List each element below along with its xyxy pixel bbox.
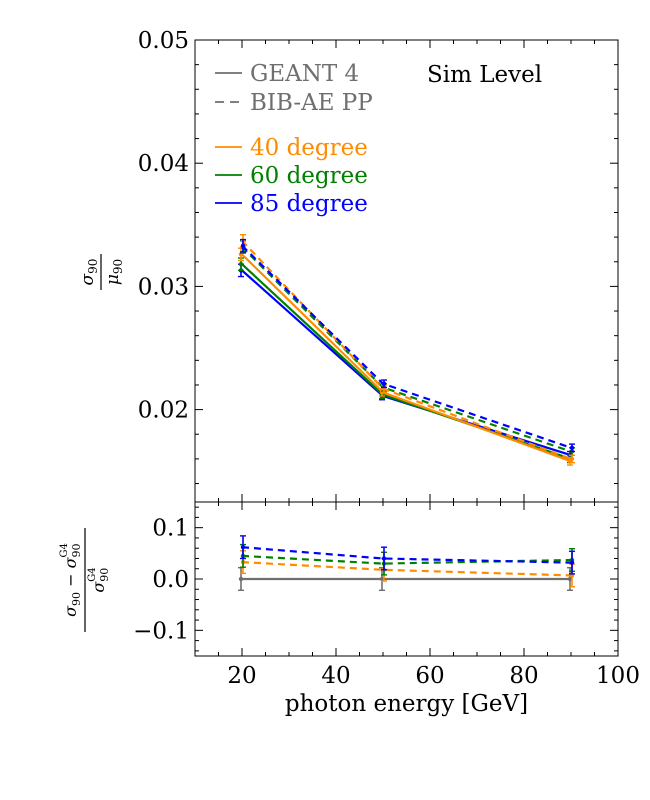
ratio-y-tick-label: 0.0 [152, 567, 189, 593]
svg-text:σ90 − σ90G4: σ90 − σ90G4 [59, 543, 83, 617]
ratio-panel: −0.1 0.0 0.1 20 40 60 80 100 photon energy [GeV] [133, 501, 640, 717]
x-tick-label: 20 [227, 663, 256, 689]
main-data-point [569, 456, 575, 462]
main-data-point [240, 243, 246, 248]
x-tick-label: 100 [596, 663, 640, 689]
main-data-point [381, 381, 387, 386]
ratio-y-tick-label: 0.1 [152, 516, 189, 542]
svg-text:σ90: σ90 [78, 259, 100, 286]
x-tick-label: 60 [415, 663, 444, 689]
ratio-data-point [379, 576, 385, 582]
ratio-data-point [569, 560, 575, 565]
legend-style-label: GEANT 4 [250, 61, 359, 87]
x-tick-label: 80 [509, 663, 538, 689]
main-y-tick-label: 0.02 [138, 398, 189, 424]
main-series-line-5 [241, 244, 572, 449]
x-axis-label: photon energy [GeV] [285, 691, 528, 717]
main-series-line-2 [241, 253, 572, 463]
ratio-data-point [381, 556, 387, 561]
x-tick-label: 40 [321, 663, 350, 689]
ratio-y-axis-label: σ90 − σ90G4 σ90G4 [59, 528, 111, 632]
main-data-point [569, 445, 575, 450]
main-series-line-3 [241, 246, 572, 453]
sim-level-annotation: Sim Level [427, 62, 542, 88]
main-series-line-0 [241, 269, 572, 457]
main-data-point [238, 262, 244, 267]
legend-angle-label: 85 degree [250, 191, 368, 217]
main-panel: 0.02 0.03 0.04 0.05 GEANT 4 BIB-AE PP 40 degre… [138, 28, 619, 503]
main-y-tick-label: 0.04 [138, 151, 189, 177]
ratio-data-point [567, 576, 573, 582]
ratio-data-point [240, 544, 246, 550]
legend-angle-label: 60 degree [250, 163, 368, 189]
main-series-line-4 [241, 240, 572, 460]
main-y-tick-label: 0.05 [138, 28, 189, 54]
legend-angle-label: 40 degree [250, 135, 368, 161]
ratio-series-line-3 [241, 546, 572, 564]
ratio-data-point [238, 576, 244, 582]
main-y-tick-label: 0.03 [138, 274, 189, 300]
ratio-y-tick-label: −0.1 [133, 618, 189, 644]
legend-style-label: BIB-AE PP [250, 90, 373, 116]
svg-text:μ90: μ90 [103, 259, 125, 285]
svg-text:σ90G4: σ90G4 [87, 567, 111, 592]
ratio-series-line-1 [241, 561, 572, 577]
main-y-axis-label: σ90 μ90 [78, 254, 125, 290]
